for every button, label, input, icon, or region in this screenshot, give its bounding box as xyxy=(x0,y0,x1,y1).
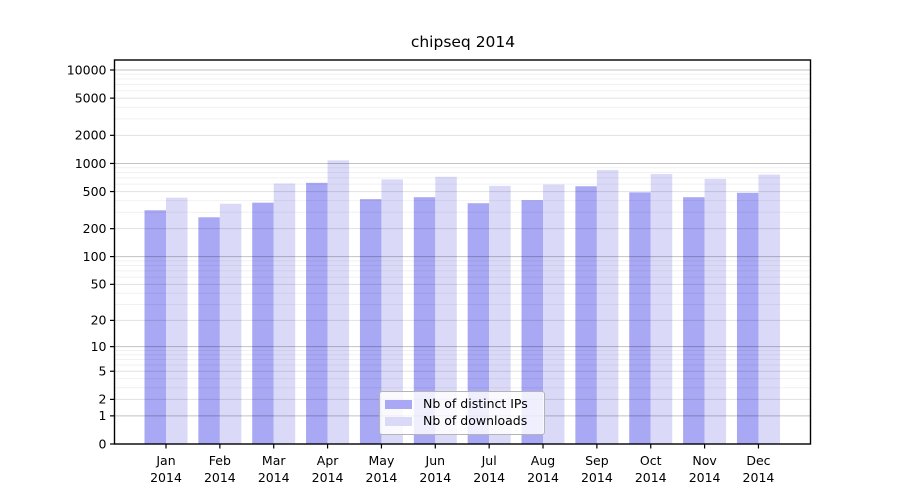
bar-distinct-ips xyxy=(144,210,166,444)
legend-label-distinct-ips: Nb of distinct IPs xyxy=(423,396,528,412)
x-tick-label-year: 2014 xyxy=(581,470,613,485)
bar-downloads xyxy=(327,160,350,445)
y-tick-label: 20 xyxy=(91,313,107,328)
bar-downloads xyxy=(381,179,403,445)
x-tick-label-month: Jul xyxy=(481,453,497,468)
x-tick-label-month: Oct xyxy=(640,453,662,468)
x-tick-label-year: 2014 xyxy=(473,470,505,485)
downloads-swatch-icon xyxy=(385,416,412,426)
bar-distinct-ips xyxy=(683,197,705,444)
legend: Nb of distinct IPs Nb of downloads xyxy=(379,391,545,435)
bar-distinct-ips xyxy=(575,186,597,444)
x-tick-label-month: Feb xyxy=(209,453,231,468)
bar-distinct-ips xyxy=(467,203,490,444)
x-tick-label-year: 2014 xyxy=(204,470,236,485)
bar-downloads xyxy=(704,178,727,444)
bar-distinct-ips xyxy=(413,197,436,444)
x-tick-label-year: 2014 xyxy=(419,470,451,485)
y-tick-label: 5000 xyxy=(75,90,107,105)
bar-downloads xyxy=(650,174,673,444)
x-tick-label-month: Nov xyxy=(692,453,717,468)
y-tick-label: 10 xyxy=(91,339,107,354)
y-tick-label: 1 xyxy=(99,408,107,423)
bar-downloads xyxy=(166,197,188,444)
bar-downloads xyxy=(596,170,619,445)
bar-distinct-ips xyxy=(521,200,544,444)
x-tick-label-month: Sep xyxy=(585,453,609,468)
bar-downloads xyxy=(543,184,565,445)
bar-downloads xyxy=(489,185,511,444)
plot-border xyxy=(113,59,812,445)
x-tick-label-month: Jan xyxy=(155,453,175,468)
bar-downloads xyxy=(758,174,780,445)
x-tick-label-year: 2014 xyxy=(366,470,398,485)
y-tick-label: 1000 xyxy=(75,156,107,171)
bar-distinct-ips xyxy=(252,202,274,444)
legend-label-downloads: Nb of downloads xyxy=(423,413,528,429)
legend-row-downloads: Nb of downloads xyxy=(385,415,538,428)
x-tick-label-year: 2014 xyxy=(743,470,775,485)
x-tick-label-month: Apr xyxy=(317,453,339,468)
distinct-ips-swatch-icon xyxy=(385,400,412,410)
y-tick-label: 50 xyxy=(91,277,107,292)
x-tick-label-year: 2014 xyxy=(635,470,667,485)
x-tick-label-year: 2014 xyxy=(527,470,559,485)
x-tick-label-year: 2014 xyxy=(258,470,290,485)
x-tick-label-year: 2014 xyxy=(312,470,344,485)
bar-distinct-ips xyxy=(736,192,759,444)
x-tick-label-month: Aug xyxy=(531,453,555,468)
y-tick-label: 5 xyxy=(99,364,107,379)
bar-distinct-ips xyxy=(359,199,382,444)
chart-title: chipseq 2014 xyxy=(410,33,516,51)
bar-distinct-ips xyxy=(306,182,328,444)
x-tick-label-year: 2014 xyxy=(689,470,721,485)
x-tick-label-month: Mar xyxy=(262,453,286,468)
legend-row-distinct-ips: Nb of distinct IPs xyxy=(385,398,538,411)
bar-distinct-ips xyxy=(198,217,220,444)
y-tick-label: 0 xyxy=(99,436,107,451)
bar-downloads xyxy=(435,176,457,444)
y-tick-label: 2000 xyxy=(75,128,107,143)
y-tick-label: 10000 xyxy=(67,62,107,77)
x-tick-label-month: Dec xyxy=(746,453,770,468)
x-tick-label-month: Jun xyxy=(425,453,446,468)
x-tick-label-year: 2014 xyxy=(150,470,182,485)
bar-distinct-ips xyxy=(629,192,651,444)
y-tick-label: 500 xyxy=(83,184,107,199)
bar-downloads xyxy=(219,203,242,444)
y-tick-label: 200 xyxy=(83,221,107,236)
bar-downloads xyxy=(273,183,296,445)
x-tick-label-month: May xyxy=(369,453,395,468)
y-tick-label: 100 xyxy=(83,249,107,264)
y-tick-label: 2 xyxy=(99,392,107,407)
